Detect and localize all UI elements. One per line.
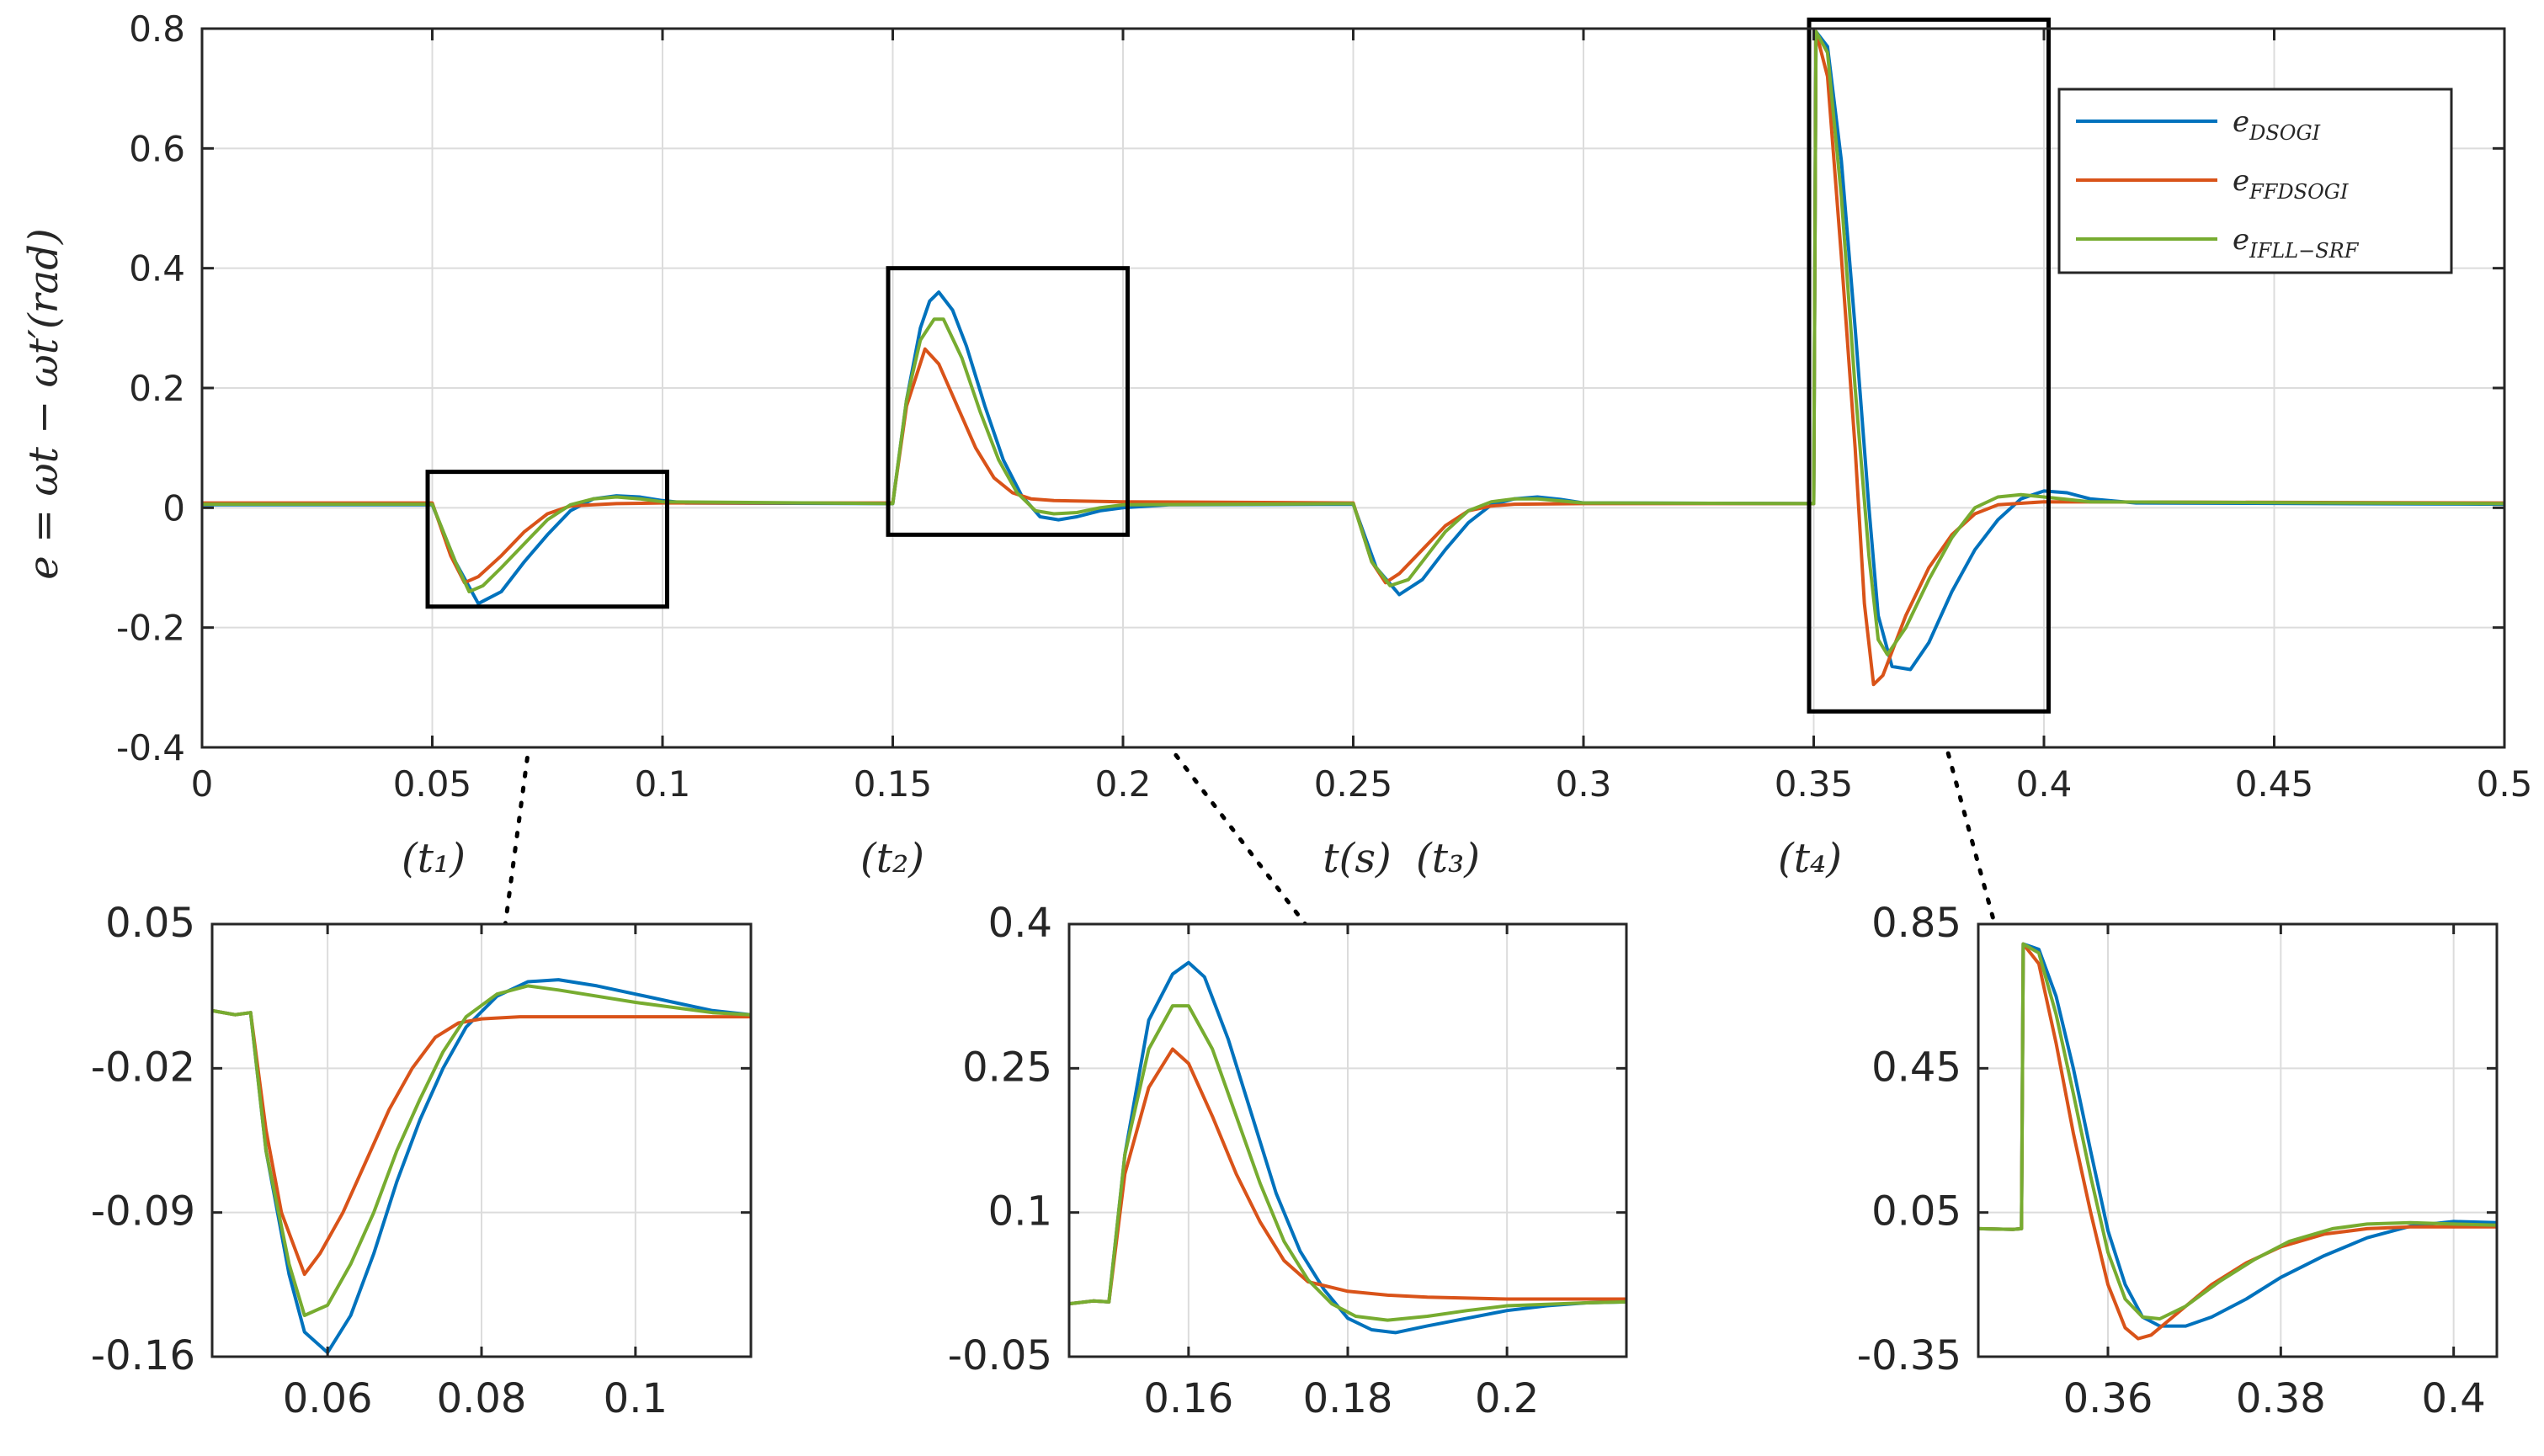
zoom1-ytick-label-m0p16: -0.16	[91, 1332, 195, 1379]
zoom3-ytick-label-0p45: 0.45	[1871, 1044, 1961, 1091]
main-xtick-label-0: 0	[191, 763, 214, 805]
x-axis-label: t(s)	[1323, 835, 1391, 882]
zoom1-ytick-label-m0p02: -0.02	[91, 1044, 195, 1091]
main-ytick-label-0p8: 0.8	[129, 8, 185, 50]
zoom3-series-group	[1978, 942, 2497, 1341]
zoom1-xtick-label-0p1: 0.1	[604, 1375, 668, 1422]
zoom3-plot-area	[1978, 924, 2497, 1357]
legend-label-ffdsogi: eFFDSOGI	[2233, 164, 2349, 204]
zoom3-series-e-ifll-srf	[1978, 942, 2497, 1320]
zoom-axes-2: 0.16 0.18 0.2 0.4 0.25 0.1 -0.05	[948, 900, 1628, 1422]
main-xtick-label-0p25: 0.25	[1314, 763, 1393, 805]
zoom2-ytick-label-0p4: 0.4	[988, 900, 1052, 947]
main-xtick-label-0p5: 0.5	[2477, 763, 2533, 805]
main-xtick-label-0p1: 0.1	[635, 763, 691, 805]
zoom2-ytick-label-0p25: 0.25	[962, 1044, 1052, 1091]
main-ytick-label-0p4: 0.4	[129, 248, 185, 290]
zoom3-xtick-label-0p36: 0.36	[2063, 1375, 2153, 1422]
zoom1-ytick-label-m0p09: -0.09	[91, 1188, 195, 1235]
legend: eDSOGI eFFDSOGI eIFLL−SRF	[2057, 88, 2453, 274]
main-series-group	[202, 29, 2504, 687]
zoom1-series-group	[212, 978, 751, 1355]
zoom1-series-e-ifll-srf	[212, 984, 751, 1317]
zoom1-ytick-label-0p05: 0.05	[105, 900, 195, 947]
zoom-box-3	[1807, 17, 2051, 714]
zoom3-xtick-label-0p38: 0.38	[2236, 1375, 2326, 1422]
main-ytick-label-m0p4: -0.4	[116, 727, 185, 768]
zoom1-xtick-label-0p08: 0.08	[437, 1375, 527, 1422]
zoom2-series-e-dsogi	[1069, 960, 1626, 1335]
zoom2-xtick-label-0p2: 0.2	[1475, 1375, 1539, 1422]
main-ytick-label-0p2: 0.2	[129, 368, 185, 409]
zoom2-xtick-label-0p16: 0.16	[1143, 1375, 1233, 1422]
zoom2-xtick-label-0p18: 0.18	[1303, 1375, 1393, 1422]
main-xtick-label-0p2: 0.2	[1095, 763, 1152, 805]
zoom1-xtick-label-0p06: 0.06	[283, 1375, 373, 1422]
zoom2-series-e-ifll-srf	[1069, 1004, 1626, 1322]
legend-label-ifll-srf: eIFLL−SRF	[2233, 223, 2360, 263]
zoom-box-2	[886, 266, 1130, 537]
main-xtick-label-0p15: 0.15	[854, 763, 933, 805]
main-ytick-label-m0p2: -0.2	[116, 608, 185, 649]
zoom3-ytick-label-0p85: 0.85	[1871, 900, 1961, 947]
event-label-t1: (t₁)	[402, 835, 466, 882]
zoom-box-1	[425, 470, 669, 609]
main-ytick-label-0: 0	[162, 487, 185, 529]
connector-3	[1934, 707, 1998, 928]
zoom1-series-e-ffdsogi	[212, 1008, 751, 1277]
main-ytick-label-0p6: 0.6	[129, 128, 185, 169]
event-label-t3: (t₃)	[1416, 835, 1480, 882]
zoom2-ytick-label-0p1: 0.1	[988, 1188, 1052, 1235]
zoom3-axes-frame	[1977, 922, 2499, 1358]
main-xtick-label-0p4: 0.4	[2016, 763, 2073, 805]
zoom-axes-1: 0.06 0.08 0.1 0.05 -0.02 -0.09 -0.16	[91, 900, 753, 1422]
zoom3-ytick-label-m0p35: -0.35	[1857, 1332, 1961, 1379]
main-xtick-label-0p35: 0.35	[1775, 763, 1854, 805]
main-xtick-label-0p05: 0.05	[393, 763, 472, 805]
zoom2-series-group	[1069, 960, 1626, 1335]
main-series-e-ifll-srf	[202, 29, 2504, 656]
main-xtick-label-0p45: 0.45	[2235, 763, 2314, 805]
zoom3-ytick-label-0p05: 0.05	[1871, 1188, 1961, 1235]
zoom3-xtick-label-0p4: 0.4	[2421, 1375, 2485, 1422]
zoom-axes-3: 0.36 0.38 0.4 0.85 0.45 0.05 -0.35	[1857, 900, 2499, 1422]
event-label-t2: (t₂)	[860, 835, 924, 882]
y-axis-label: e = ωt − ωt′(rad)	[20, 228, 67, 579]
legend-label-dsogi: eDSOGI	[2233, 105, 2321, 145]
event-label-t4: (t₄)	[1778, 835, 1842, 882]
main-xtick-label-0p3: 0.3	[1556, 763, 1612, 805]
zoom2-ytick-label-m0p05: -0.05	[948, 1332, 1052, 1379]
